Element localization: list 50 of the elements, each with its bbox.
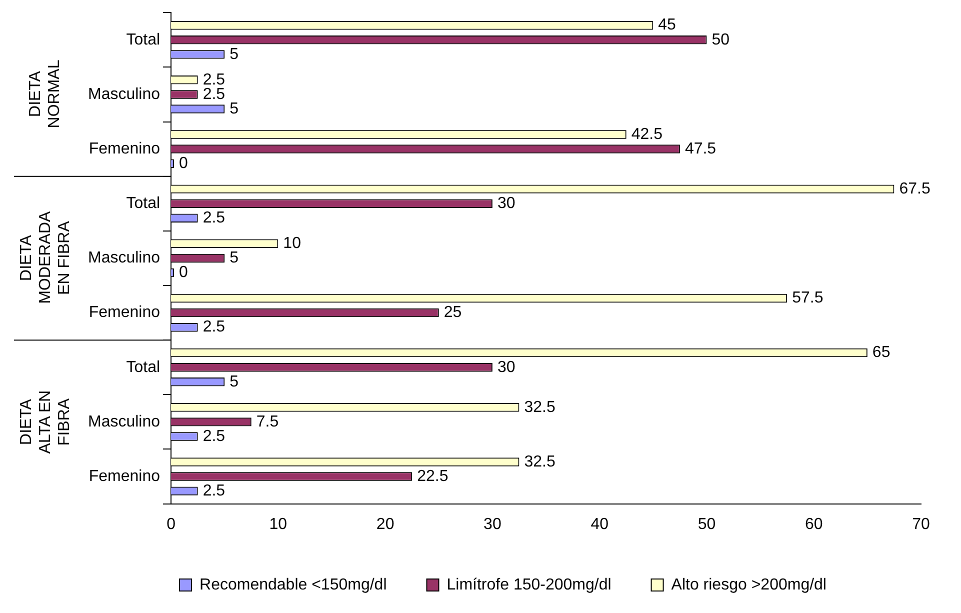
data-label: 22.5 bbox=[417, 468, 448, 485]
x-tick-label: 60 bbox=[804, 516, 823, 533]
data-label: 30 bbox=[497, 195, 516, 212]
data-label: 67.5 bbox=[899, 180, 930, 198]
x-tick-label: 30 bbox=[484, 516, 502, 533]
data-label: 5 bbox=[230, 100, 239, 118]
data-label: 5 bbox=[230, 46, 239, 63]
data-label: 42.5 bbox=[631, 126, 663, 143]
data-label: 2.5 bbox=[202, 71, 226, 88]
text: DIETA NORMAL bbox=[26, 59, 64, 131]
data-label: 2.5 bbox=[202, 86, 226, 103]
y-tick-label: Femenino bbox=[88, 140, 160, 158]
data-label: 32.5 bbox=[524, 398, 556, 416]
data-label: 2.5 bbox=[202, 210, 226, 227]
data-label: 5 bbox=[230, 250, 239, 267]
data-label: 2.5 bbox=[202, 482, 226, 500]
data-label: 30 bbox=[497, 358, 516, 376]
y-tick-label: Masculino bbox=[88, 86, 160, 103]
data-label: 7.5 bbox=[256, 413, 279, 430]
text: DIETA ALTA EN FIBRA bbox=[16, 389, 74, 456]
x-tick-label: 10 bbox=[269, 516, 288, 533]
data-label: 0 bbox=[179, 155, 188, 172]
legend-label: Limítrofe 150-200mg/dl bbox=[446, 576, 612, 594]
text: DIETA MODERADA EN FIBRA bbox=[16, 212, 74, 304]
data-label: 47.5 bbox=[684, 140, 716, 158]
y-tick-label: Total bbox=[126, 195, 160, 212]
data-label: 50 bbox=[712, 31, 730, 48]
x-tick-label: 0 bbox=[166, 516, 176, 533]
data-label: 2.5 bbox=[202, 318, 226, 336]
data-label: 57.5 bbox=[792, 290, 824, 307]
y-tick-label: Femenino bbox=[88, 304, 160, 322]
y-tick-label: Total bbox=[126, 358, 160, 376]
data-label: 2.5 bbox=[202, 428, 226, 445]
data-label: 25 bbox=[444, 304, 462, 322]
y-tick-label: Masculino bbox=[88, 250, 160, 267]
y-tick-label: Total bbox=[126, 31, 160, 48]
data-label: 65 bbox=[872, 344, 890, 362]
data-label: 10 bbox=[283, 235, 302, 252]
data-label: 0 bbox=[179, 264, 188, 282]
x-tick-label: 70 bbox=[912, 516, 930, 533]
x-tick-label: 20 bbox=[376, 516, 394, 533]
legend-label: Recomendable <150mg/dl bbox=[200, 576, 387, 594]
data-label: 45 bbox=[658, 16, 676, 34]
data-label: 5 bbox=[230, 373, 239, 390]
legend-label: Alto riesgo >200mg/dl bbox=[671, 576, 826, 594]
x-tick-label: 40 bbox=[590, 516, 609, 533]
y-tick-label: Femenino bbox=[88, 468, 160, 485]
y-tick-label: Masculino bbox=[88, 413, 160, 430]
data-label: 32.5 bbox=[524, 453, 556, 470]
x-tick-label: 50 bbox=[698, 516, 716, 533]
